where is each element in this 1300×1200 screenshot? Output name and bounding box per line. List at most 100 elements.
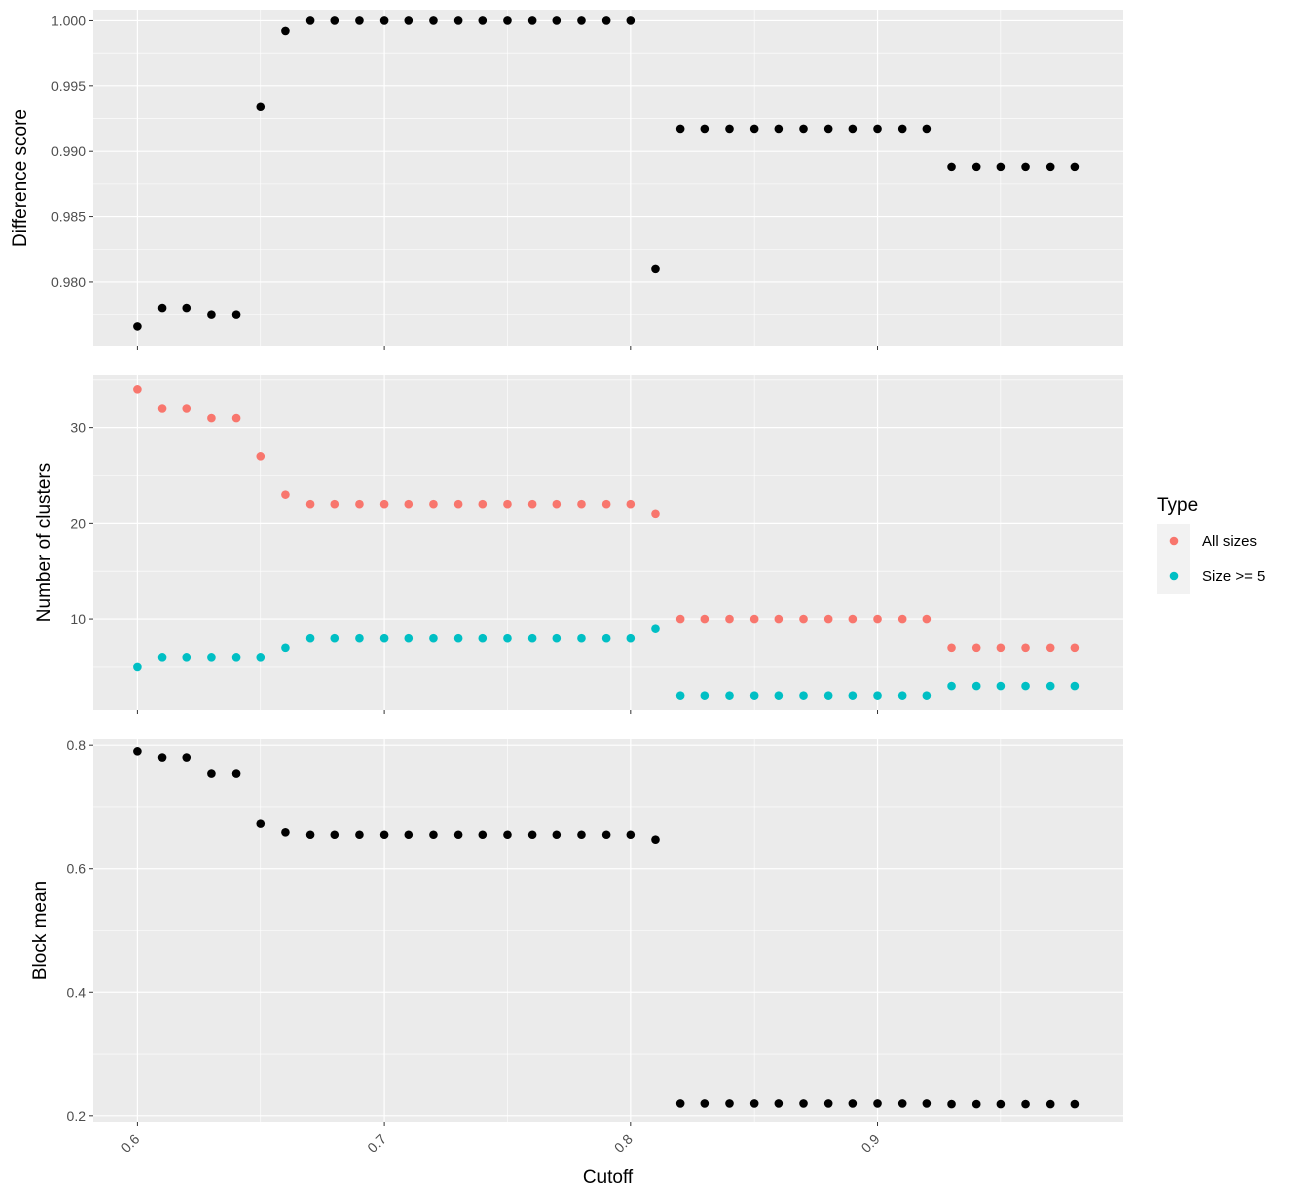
data-point bbox=[922, 124, 932, 134]
legend-key bbox=[1169, 571, 1179, 581]
data-point bbox=[503, 16, 512, 25]
data-point bbox=[527, 16, 537, 25]
data-point bbox=[355, 16, 364, 25]
data-point bbox=[503, 830, 512, 840]
data-point bbox=[675, 124, 685, 134]
data-point bbox=[453, 499, 463, 509]
data-point bbox=[947, 643, 956, 653]
data-point bbox=[675, 614, 685, 624]
data-point bbox=[552, 633, 562, 643]
data-point bbox=[1070, 681, 1080, 691]
y-tick-label: 10 bbox=[70, 611, 86, 627]
data-point bbox=[577, 633, 586, 643]
data-point bbox=[971, 681, 981, 691]
data-point bbox=[774, 1099, 784, 1108]
data-point bbox=[330, 830, 340, 840]
data-point bbox=[700, 614, 710, 624]
y-axis-title: Block mean bbox=[30, 881, 51, 980]
data-point bbox=[749, 124, 759, 134]
data-point bbox=[873, 691, 882, 700]
data-point bbox=[799, 614, 808, 624]
data-point bbox=[897, 691, 907, 700]
data-point bbox=[527, 830, 537, 840]
data-point bbox=[848, 124, 858, 134]
data-point bbox=[379, 633, 389, 643]
data-point bbox=[675, 691, 685, 700]
series-values bbox=[133, 747, 1080, 1109]
data-point bbox=[774, 124, 784, 134]
data-point bbox=[157, 653, 167, 662]
legend-key-background bbox=[1157, 524, 1190, 594]
data-point bbox=[1021, 643, 1030, 653]
data-point bbox=[552, 830, 562, 840]
data-point bbox=[873, 614, 882, 624]
data-point bbox=[305, 633, 315, 643]
data-point bbox=[330, 499, 340, 509]
data-point bbox=[281, 490, 290, 499]
data-point bbox=[404, 633, 414, 643]
data-point bbox=[947, 162, 956, 172]
data-point bbox=[1070, 162, 1080, 172]
data-point bbox=[823, 614, 833, 624]
data-point bbox=[577, 16, 586, 25]
data-point bbox=[157, 404, 167, 413]
data-point bbox=[453, 830, 463, 840]
data-point bbox=[799, 691, 808, 700]
data-point bbox=[725, 1099, 734, 1108]
data-point bbox=[897, 124, 907, 134]
data-point bbox=[1045, 162, 1055, 172]
data-point bbox=[823, 124, 833, 134]
data-point bbox=[182, 653, 192, 662]
data-point bbox=[404, 499, 414, 509]
data-point bbox=[503, 633, 512, 643]
data-point bbox=[601, 16, 611, 25]
y-tick-label: 20 bbox=[70, 515, 86, 531]
data-point bbox=[996, 643, 1006, 653]
data-point bbox=[379, 499, 389, 509]
series-values bbox=[133, 16, 1080, 331]
data-point bbox=[848, 691, 858, 700]
data-point bbox=[256, 819, 266, 828]
data-point bbox=[897, 1099, 907, 1108]
y-tick-label: 0.8 bbox=[67, 737, 87, 753]
data-point bbox=[453, 16, 463, 25]
legend-label: All sizes bbox=[1202, 533, 1257, 550]
data-point bbox=[503, 499, 512, 509]
data-point bbox=[996, 681, 1006, 691]
data-point bbox=[1021, 1099, 1030, 1109]
data-point bbox=[675, 1099, 685, 1108]
data-point bbox=[552, 499, 562, 509]
data-point bbox=[281, 643, 290, 653]
data-point bbox=[207, 769, 216, 778]
data-point bbox=[133, 662, 142, 672]
data-point bbox=[774, 614, 784, 624]
data-point bbox=[305, 830, 315, 840]
x-tick-label: 0.8 bbox=[611, 1131, 636, 1156]
data-point bbox=[429, 16, 438, 25]
data-point bbox=[379, 16, 389, 25]
data-point bbox=[848, 614, 858, 624]
x-axis-title: Cutoff bbox=[583, 1167, 634, 1188]
y-tick-label: 0.990 bbox=[51, 143, 86, 159]
data-point bbox=[355, 830, 364, 840]
data-point bbox=[182, 404, 192, 413]
data-point bbox=[725, 614, 734, 624]
data-point bbox=[971, 643, 981, 653]
data-point bbox=[823, 691, 833, 700]
data-point bbox=[577, 830, 586, 840]
data-point bbox=[971, 162, 981, 172]
data-point bbox=[429, 830, 438, 840]
data-point bbox=[1045, 1099, 1055, 1109]
data-point bbox=[207, 653, 216, 662]
data-point bbox=[848, 1099, 858, 1108]
y-tick-label: 0.4 bbox=[67, 984, 87, 1000]
data-point bbox=[305, 499, 315, 509]
data-point bbox=[305, 16, 315, 25]
data-point bbox=[478, 16, 488, 25]
data-point bbox=[1021, 681, 1030, 691]
panel-1: 0.980 0.985 0.990 0.995 1.000 Difference scor… bbox=[10, 10, 1123, 350]
data-point bbox=[601, 830, 611, 840]
data-point bbox=[922, 614, 932, 624]
data-point bbox=[996, 1099, 1006, 1109]
data-point bbox=[330, 633, 340, 643]
